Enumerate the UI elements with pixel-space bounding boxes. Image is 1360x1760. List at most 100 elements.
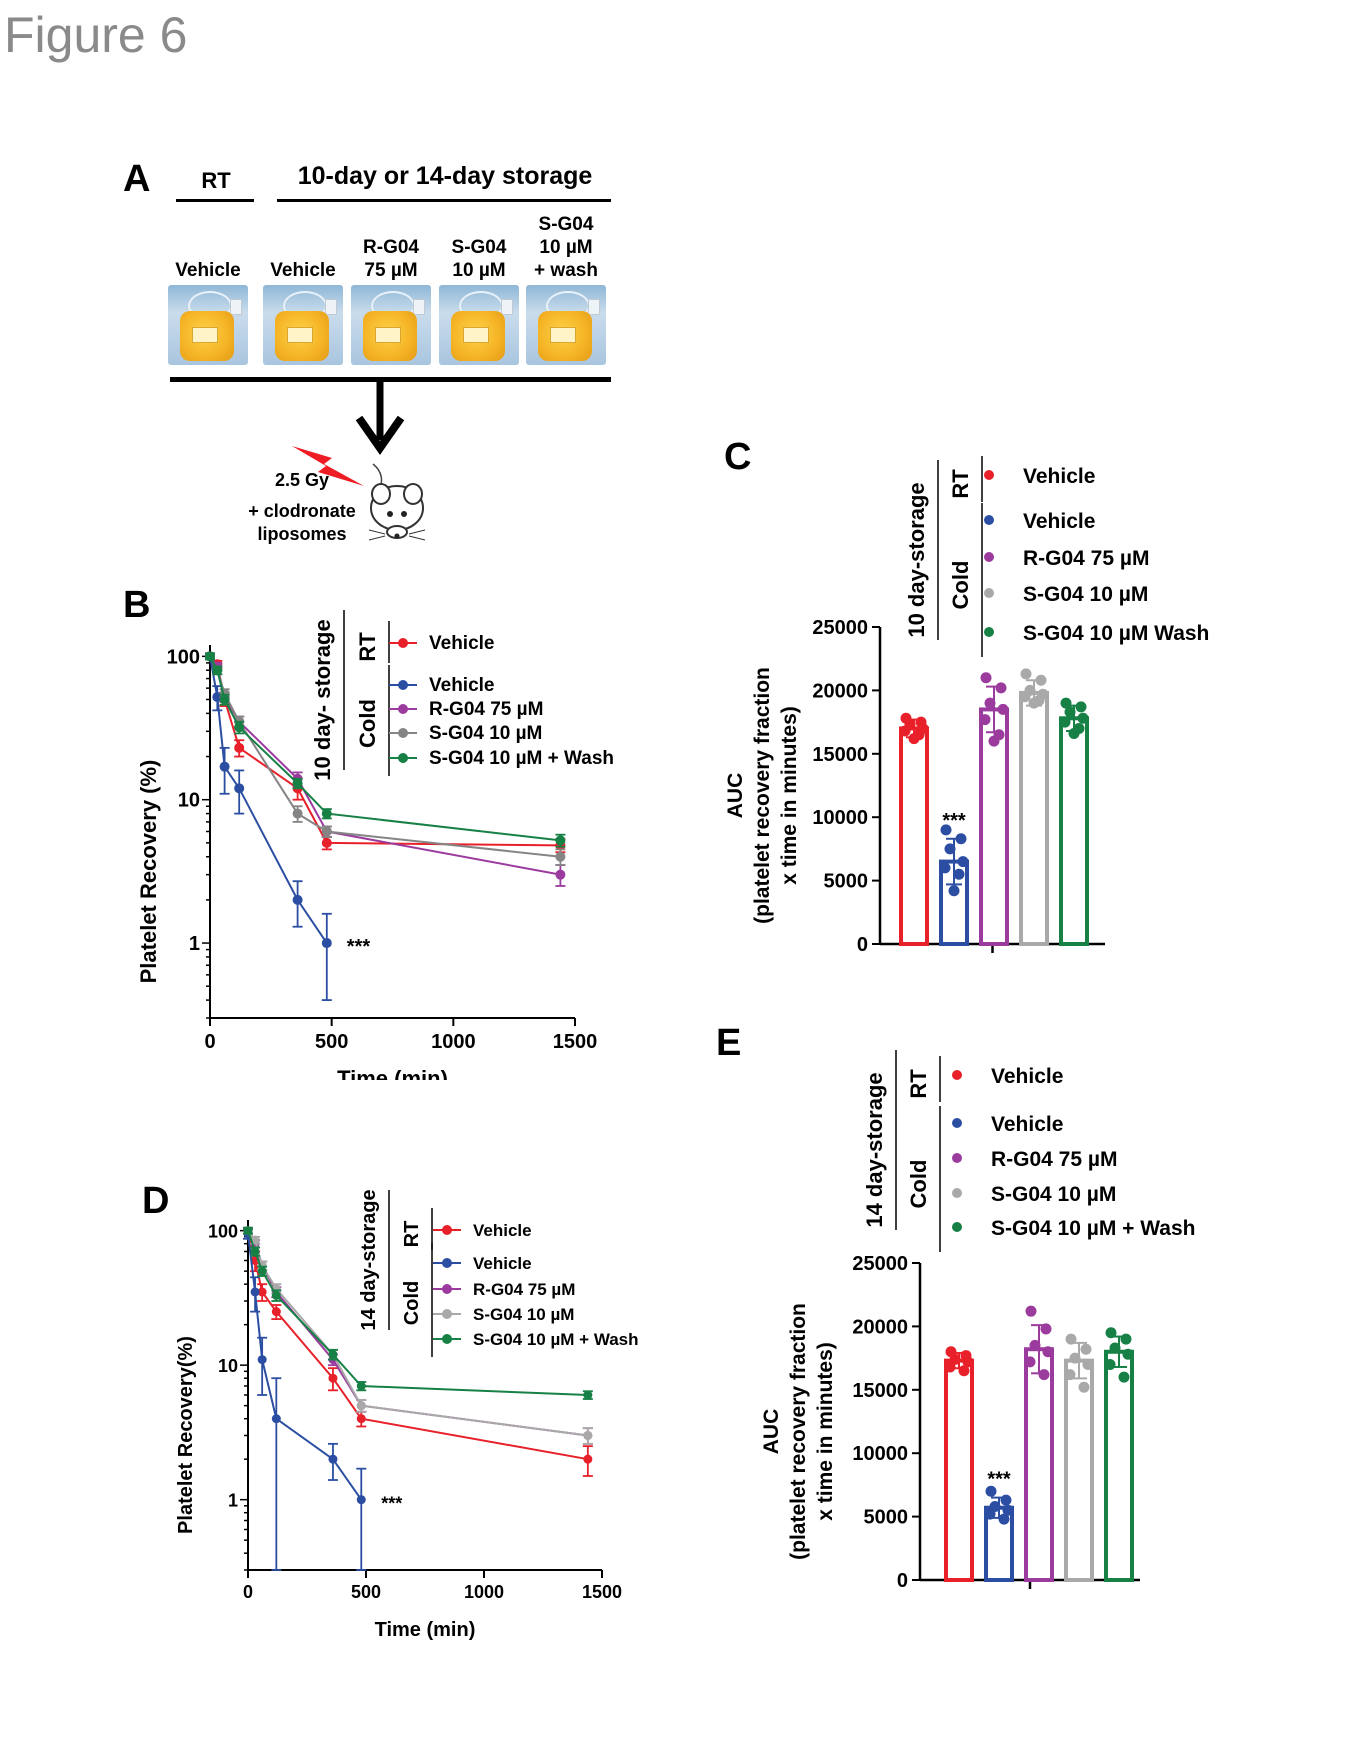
data-point [1042, 1346, 1054, 1358]
y-axis-label: AUC [724, 773, 747, 819]
legend-marker [442, 1309, 452, 1319]
y-tick-label: 15000 [812, 744, 868, 766]
rt-header-rule [176, 199, 254, 202]
legend-group-cold: Cold [906, 1160, 931, 1209]
bar [1059, 716, 1089, 946]
storage-header-rule [277, 199, 611, 202]
data-point [988, 735, 1000, 747]
data-point [1068, 728, 1080, 740]
legend-marker [984, 515, 994, 525]
y-tick-label: 0 [857, 934, 868, 956]
blood-bag-icon [526, 285, 606, 365]
blood-bag-icon [439, 285, 519, 365]
data-point [944, 843, 956, 855]
legend-marker [952, 1153, 962, 1163]
data-point [944, 1361, 956, 1373]
legend-group-cold: Cold [401, 1281, 423, 1325]
data-point [1035, 674, 1047, 686]
legend-marker [952, 1222, 962, 1232]
mouse-icon [368, 463, 426, 541]
legend-label: Vehicle [473, 1221, 532, 1240]
data-point [234, 742, 245, 753]
storage-header: 10-day or 14-day storage [297, 162, 593, 190]
data-point [212, 665, 223, 676]
data-point [1120, 1333, 1132, 1345]
data-point [1064, 1369, 1076, 1381]
data-point [250, 1287, 260, 1297]
data-point [321, 938, 332, 949]
legend-label: Vehicle [429, 675, 495, 696]
x-tick-label: 0 [243, 1582, 253, 1602]
data-point [1020, 668, 1032, 680]
legend-label: Vehicle [429, 633, 495, 654]
data-point [271, 1307, 281, 1317]
legend-label: S-G04 10 µM + Wash [473, 1330, 639, 1349]
bar [944, 1358, 974, 1582]
panel-b-label: B [123, 584, 151, 626]
x-tick-label: 1000 [431, 1031, 476, 1053]
bar [1104, 1349, 1134, 1583]
data-point [205, 651, 215, 662]
y-axis-label: x time in minutes) [778, 706, 801, 885]
legend-group-rt: RT [401, 1221, 423, 1248]
legend-label: S-G04 10 µM [991, 1183, 1116, 1206]
legend-label: Vehicle [1023, 510, 1095, 533]
y-tick-label: 15000 [852, 1380, 908, 1402]
legend-marker [442, 1258, 452, 1268]
data-point [271, 1414, 281, 1424]
treatment-label: + clodronate liposomes [248, 501, 356, 544]
data-point [1025, 1305, 1037, 1317]
data-point [292, 778, 303, 789]
data-point [1080, 1343, 1092, 1355]
chart-c-bar: 0 5000 10000 15000 20000 25000 AUC (platelet re… [724, 456, 1209, 956]
legend-marker [984, 470, 994, 480]
data-point [940, 824, 952, 836]
data-point [1060, 697, 1072, 709]
x-tick-label: 1500 [553, 1031, 598, 1053]
data-point [234, 722, 245, 733]
x-tick-label: 1000 [464, 1582, 504, 1602]
y-tick-label: 0 [897, 1570, 908, 1592]
data-point [1122, 1348, 1134, 1360]
data-point [998, 1513, 1010, 1525]
y-axis-label: Platelet Recovery(%) [175, 1336, 197, 1534]
data-point [356, 1381, 366, 1391]
legend-label: R-G04 75 µM [473, 1280, 575, 1299]
y-tick-label: 10 [218, 1356, 238, 1376]
x-tick-label: 0 [204, 1031, 215, 1053]
data-point [356, 1495, 366, 1505]
bar [1024, 1347, 1054, 1582]
y-tick-label: 20000 [812, 680, 868, 702]
data-point [257, 1266, 267, 1276]
data-point [979, 714, 991, 726]
data-point [958, 1365, 970, 1377]
data-point [328, 1373, 338, 1383]
data-point [321, 808, 332, 819]
data-point [1064, 706, 1076, 718]
bar [1064, 1358, 1094, 1582]
data-point [555, 835, 566, 846]
data-point [583, 1390, 593, 1400]
data-point [955, 833, 967, 845]
data-point [1077, 712, 1089, 724]
data-point [908, 733, 920, 745]
y-axis-label: (platelet recovery fraction [787, 1303, 810, 1560]
legend-marker [984, 588, 994, 598]
legend-label: S-G04 10 µM + Wash [429, 748, 614, 769]
y-tick-label: 20000 [852, 1316, 908, 1338]
blood-bag-icon [351, 285, 431, 365]
y-axis-label: AUC [760, 1409, 783, 1455]
significance-label: *** [942, 810, 966, 832]
data-point [1040, 1323, 1052, 1335]
data-point [1082, 1358, 1094, 1370]
legend-label: S-G04 10 µM Wash [1023, 622, 1209, 645]
data-point [953, 868, 965, 880]
legend-marker [442, 1334, 452, 1344]
legend-marker [398, 753, 408, 763]
data-point [257, 1355, 267, 1365]
y-tick-label: 10000 [812, 807, 868, 829]
bar [899, 726, 929, 946]
y-axis-label: x time in minutes) [814, 1342, 837, 1521]
x-tick-label: 500 [351, 1582, 381, 1602]
